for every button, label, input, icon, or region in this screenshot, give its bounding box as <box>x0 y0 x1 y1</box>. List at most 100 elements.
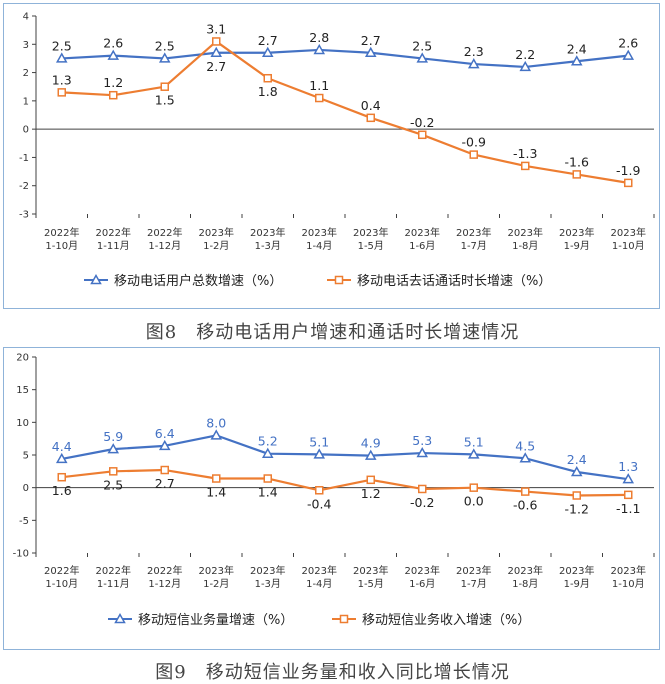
x-tick-label-period: 1-11月 <box>97 578 130 590</box>
data-point-triangle <box>364 46 377 58</box>
line-chart-fig8: -3-2-1012342022年1-10月2022年1-11月2022年1-12… <box>19 12 655 289</box>
data-label: 2.7 <box>258 33 278 48</box>
legend-label: 移动短信业务量增速（%） <box>138 612 293 628</box>
data-label: 5.9 <box>103 429 123 444</box>
data-label: 2.7 <box>361 33 381 48</box>
x-tick-label-year: 2022年 <box>96 564 131 577</box>
data-point-square <box>521 161 530 171</box>
data-point-triangle <box>467 58 480 69</box>
data-point-triangle <box>261 46 274 58</box>
data-label: 5.3 <box>412 433 432 448</box>
data-point-square <box>57 472 66 482</box>
data-point-square <box>469 150 478 159</box>
series-line <box>61 468 629 497</box>
x-tick-label-period: 1-9月 <box>564 578 590 590</box>
data-label: 1.6 <box>52 483 72 498</box>
data-point-triangle <box>416 447 429 458</box>
y-tick-label: -1 <box>19 153 29 164</box>
data-point-square <box>366 475 375 485</box>
figure-caption-fig8: 图8 移动电话用户增速和通话时长增速情况 <box>145 322 520 343</box>
data-point-triangle <box>467 448 480 459</box>
data-label: 8.0 <box>206 415 226 430</box>
data-point-square <box>212 37 221 46</box>
data-point-square <box>572 491 581 500</box>
data-label: 5.1 <box>464 434 484 449</box>
data-label: 2.5 <box>52 38 72 53</box>
x-tick-label-year: 2023年 <box>508 226 543 239</box>
y-tick-label: 5 <box>23 451 29 462</box>
data-point-triangle <box>416 52 429 63</box>
data-label: 2.5 <box>412 38 432 53</box>
x-tick-label-year: 2022年 <box>147 226 182 239</box>
data-label: 2.4 <box>567 41 587 56</box>
y-tick-label: 15 <box>16 385 29 396</box>
data-label: 2.7 <box>155 476 175 491</box>
y-tick-label: 1 <box>23 96 29 107</box>
y-tick-label: -3 <box>19 210 29 221</box>
data-label: -1.2 <box>565 502 589 517</box>
x-tick-label-period: 1-4月 <box>306 578 332 590</box>
figure-caption-fig9: 图9 移动短信业务量和收入同比增长情况 <box>155 662 510 683</box>
x-tick-label-period: 1-7月 <box>461 578 487 590</box>
data-point-square <box>624 178 633 188</box>
data-label: 1.3 <box>52 72 72 87</box>
data-label: 2.2 <box>515 47 535 62</box>
data-label: 1.2 <box>361 486 381 501</box>
data-point-triangle <box>158 439 171 451</box>
x-tick-label-period: 1-10月 <box>612 578 645 590</box>
data-point-triangle <box>519 452 532 463</box>
data-label: 1.1 <box>309 78 329 93</box>
x-tick-label-period: 1-12月 <box>148 578 181 590</box>
x-tick-label-period: 1-8月 <box>512 240 538 252</box>
x-tick-label-period: 1-2月 <box>203 240 229 252</box>
x-tick-label-year: 2023年 <box>611 564 646 577</box>
y-tick-label: 20 <box>16 353 29 364</box>
data-label: 0.4 <box>361 98 381 113</box>
data-point-square <box>418 484 427 494</box>
data-point-triangle <box>107 443 120 454</box>
x-tick-label-year: 2023年 <box>302 226 337 239</box>
data-point-triangle <box>210 46 223 58</box>
x-tick-label-period: 1-10月 <box>45 578 78 590</box>
data-point-square <box>315 486 324 495</box>
x-tick-label-year: 2023年 <box>353 226 388 239</box>
legend-marker <box>339 614 349 624</box>
y-tick-label: 3 <box>23 40 29 51</box>
x-tick-label-year: 2023年 <box>353 564 388 577</box>
y-tick-label: 2 <box>23 68 29 79</box>
x-tick-label-period: 1-6月 <box>409 578 435 590</box>
x-tick-label-period: 1-11月 <box>97 240 130 252</box>
data-point-triangle <box>107 49 120 60</box>
x-tick-label-period: 1-3月 <box>255 240 281 252</box>
data-point-square <box>315 93 324 103</box>
data-point-square <box>109 90 118 100</box>
legend-marker <box>334 275 344 285</box>
x-tick-label-period: 1-3月 <box>255 578 281 590</box>
y-tick-label: -2 <box>19 181 29 192</box>
x-tick-label-period: 1-10月 <box>612 240 645 252</box>
data-label: -0.4 <box>307 496 331 511</box>
data-label: 1.4 <box>206 485 226 500</box>
y-tick-label: 0 <box>23 125 29 136</box>
legend-marker <box>114 612 126 624</box>
x-tick-label-year: 2022年 <box>44 564 79 577</box>
x-tick-label-year: 2022年 <box>147 564 182 577</box>
data-point-triangle <box>261 447 274 458</box>
x-tick-label-year: 2023年 <box>302 564 337 577</box>
data-point-square <box>160 82 169 91</box>
data-point-triangle <box>158 52 171 63</box>
data-point-square <box>212 474 221 483</box>
data-point-square <box>418 130 427 140</box>
data-point-square <box>109 467 118 476</box>
data-label: -0.2 <box>410 115 434 130</box>
x-tick-label-period: 1-6月 <box>409 240 435 252</box>
data-point-square <box>366 113 375 123</box>
data-point-square <box>469 483 478 492</box>
y-tick-label: 0 <box>23 483 29 494</box>
x-tick-label-year: 2023年 <box>456 564 491 577</box>
data-point-square <box>160 465 169 475</box>
data-label: 1.5 <box>155 93 175 108</box>
x-tick-label-period: 1-4月 <box>306 240 332 252</box>
data-label: 5.2 <box>258 434 278 449</box>
y-tick-label: 4 <box>23 12 29 23</box>
